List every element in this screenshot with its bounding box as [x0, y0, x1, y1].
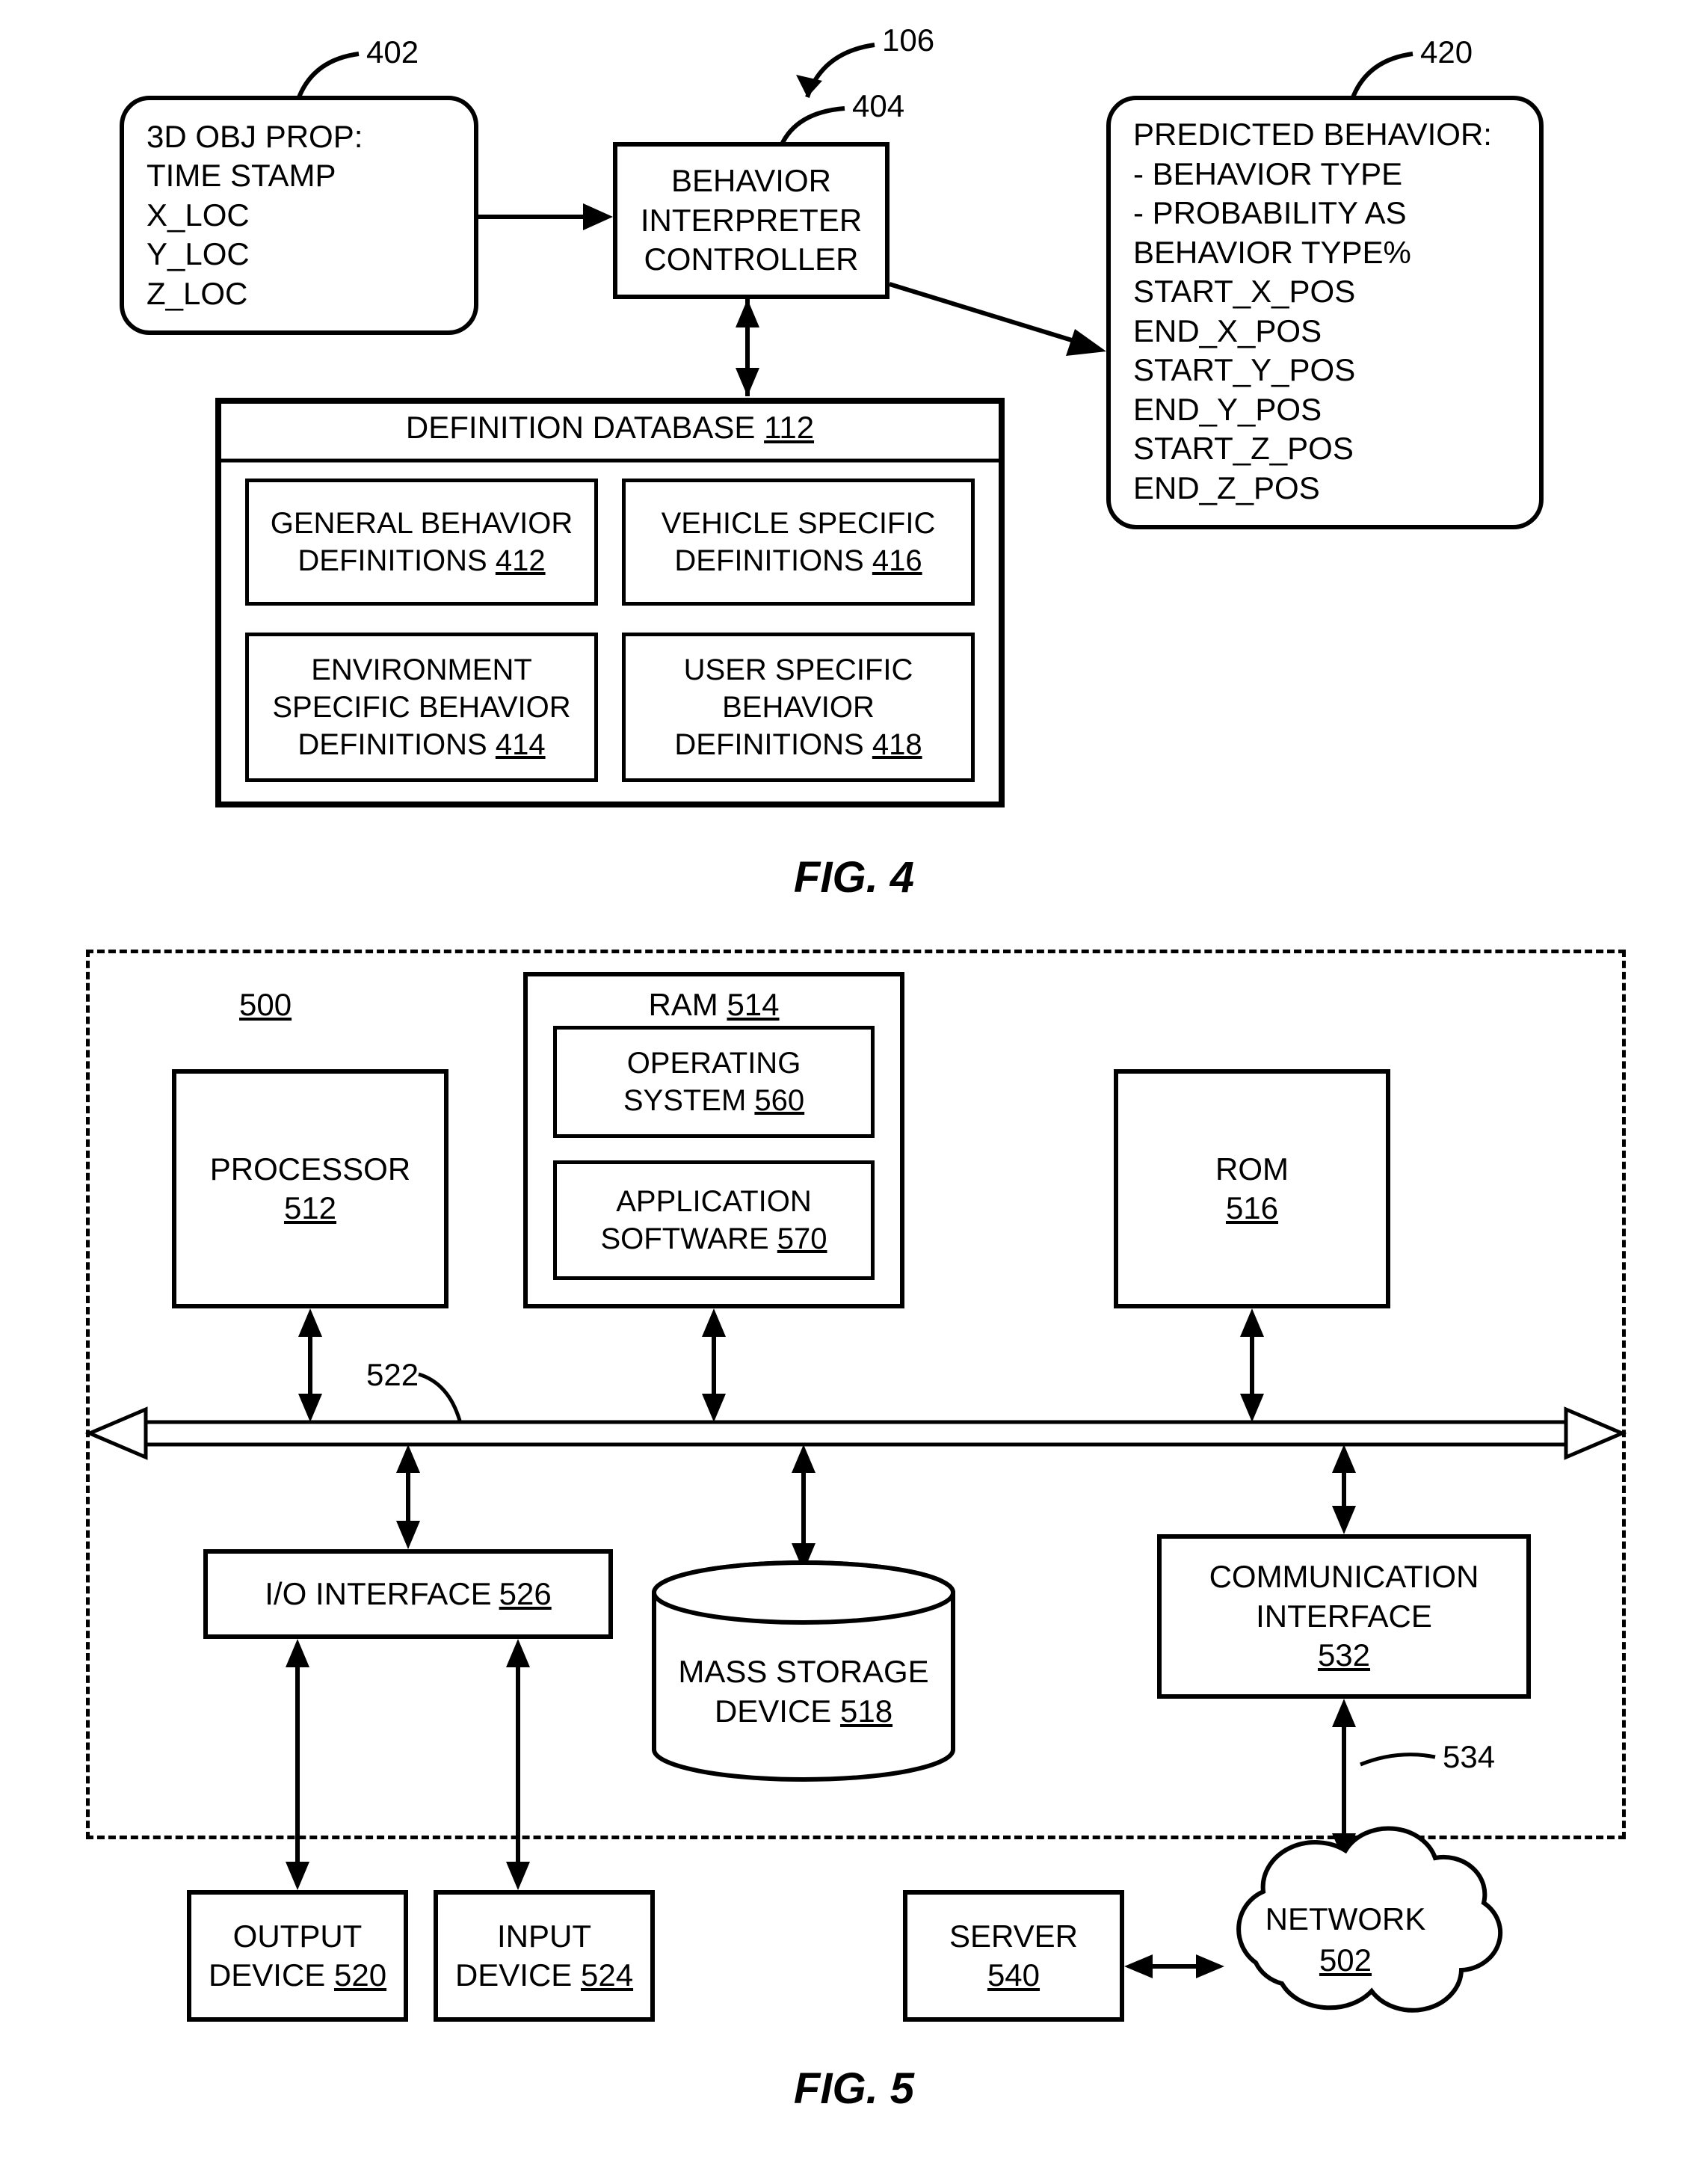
input-l1: TIME STAMP [147, 156, 336, 196]
out-title: PREDICTED BEHAVIOR: [1133, 115, 1492, 155]
comm-interface-box: COMMUNICATION INTERFACE 532 [1157, 1534, 1531, 1699]
ref-500: 500 [239, 987, 292, 1023]
input-3d-obj-box: 3D OBJ PROP: TIME STAMP X_LOC Y_LOC Z_LO… [120, 96, 478, 335]
controller-box: BEHAVIOR INTERPRETER CONTROLLER [613, 142, 890, 299]
output-device-box: OUTPUT DEVICE 520 [187, 1890, 408, 2022]
out-l8: START_Z_POS [1133, 429, 1354, 469]
mass-storage-label: MASS STORAGE DEVICE 518 [654, 1652, 953, 1731]
out-l6: START_Y_POS [1133, 351, 1355, 390]
input-device-box: INPUT DEVICE 524 [434, 1890, 655, 2022]
general-behavior-box: GENERAL BEHAVIOR DEFINITIONS 412 [245, 479, 598, 606]
out-l1: - BEHAVIOR TYPE [1133, 155, 1402, 194]
rom-box: ROM 516 [1114, 1069, 1390, 1308]
ref-534: 534 [1443, 1739, 1495, 1775]
vehicle-specific-box: VEHICLE SPECIFIC DEFINITIONS 416 [622, 479, 975, 606]
fig5-title: FIG. 5 [0, 2064, 1708, 2114]
input-l2: X_LOC [147, 196, 250, 236]
input-title: 3D OBJ PROP: [147, 117, 363, 157]
input-l4: Z_LOC [147, 274, 247, 314]
user-behavior-box: USER SPECIFIC BEHAVIOR DEFINITIONS 418 [622, 633, 975, 782]
out-l3: BEHAVIOR TYPE% [1133, 233, 1411, 273]
ref-420: 420 [1420, 34, 1473, 70]
input-l3: Y_LOC [147, 235, 250, 274]
os-box: OPERATING SYSTEM 560 [553, 1026, 875, 1138]
ref-404: 404 [852, 88, 904, 124]
processor-box: PROCESSOR 512 [172, 1069, 448, 1308]
out-l2: - PROBABILITY AS [1133, 194, 1407, 233]
ref-522: 522 [366, 1357, 419, 1393]
network-label: NETWORK 502 [1226, 1899, 1465, 1981]
ctrl-l1: BEHAVIOR [671, 161, 831, 201]
page: 106 402 404 420 3D OBJ PROP: TIME STAMP … [0, 0, 1708, 2169]
app-box: APPLICATION SOFTWARE 570 [553, 1160, 875, 1280]
out-l4: START_X_POS [1133, 272, 1355, 312]
ref-106: 106 [882, 22, 934, 58]
io-interface-box: I/O INTERFACE 526 [203, 1549, 613, 1639]
out-l5: END_X_POS [1133, 312, 1322, 351]
output-box: PREDICTED BEHAVIOR: - BEHAVIOR TYPE - PR… [1106, 96, 1544, 529]
ref-402: 402 [366, 34, 419, 70]
env-behavior-box: ENVIRONMENT SPECIFIC BEHAVIOR DEFINITION… [245, 633, 598, 782]
db-title: DEFINITION DATABASE 112 [215, 410, 1005, 446]
out-l9: END_Z_POS [1133, 469, 1320, 508]
ctrl-l2: INTERPRETER [641, 201, 862, 241]
server-box: SERVER 540 [903, 1890, 1124, 2022]
fig4-title: FIG. 4 [0, 852, 1708, 902]
ctrl-l3: CONTROLLER [644, 240, 858, 280]
out-l7: END_Y_POS [1133, 390, 1322, 430]
